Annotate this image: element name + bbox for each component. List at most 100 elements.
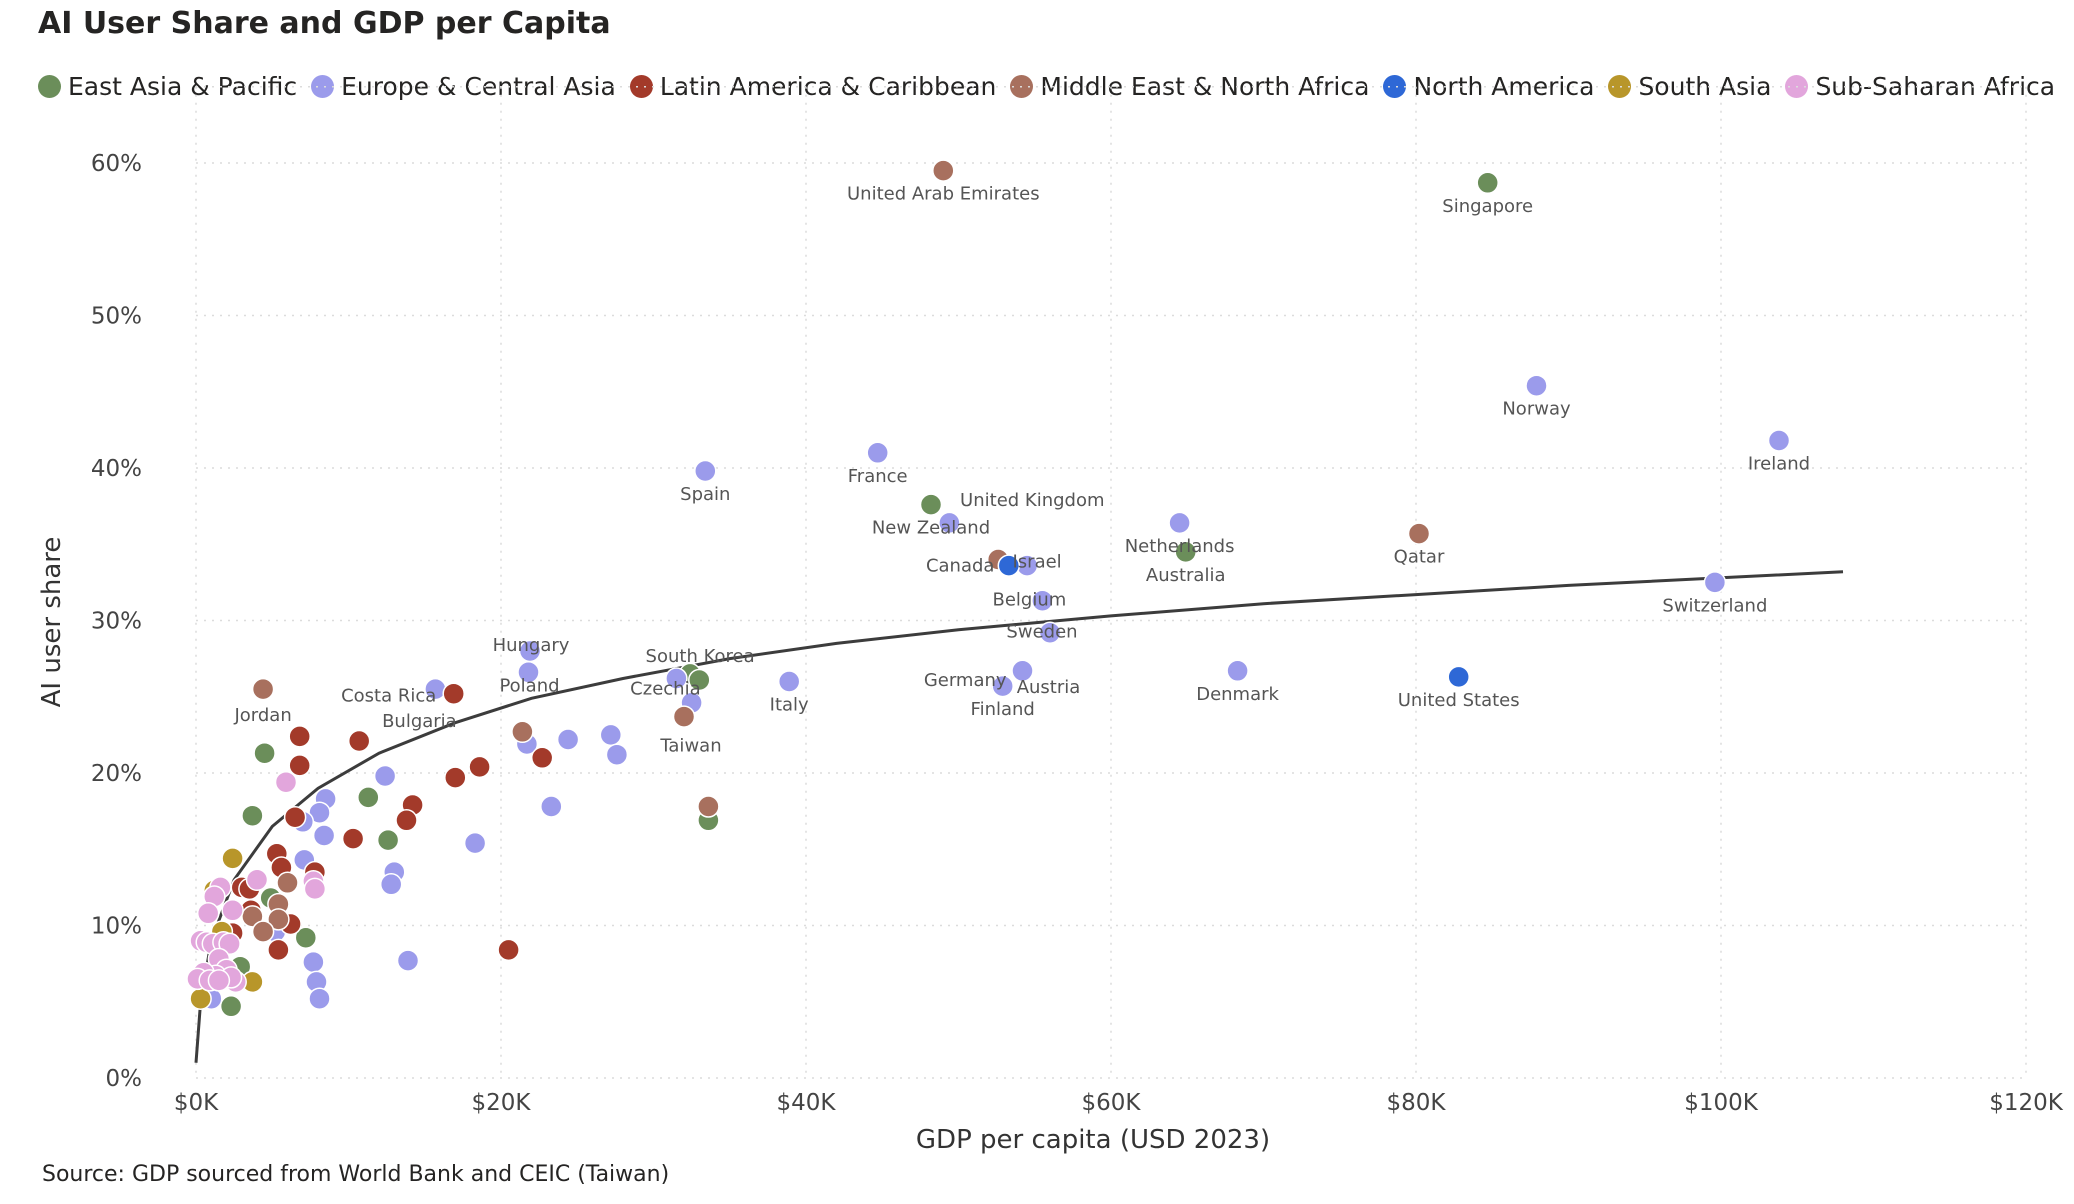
data-point[interactable] xyxy=(540,795,563,818)
point-label: Denmark xyxy=(1196,684,1279,705)
data-point[interactable] xyxy=(276,871,299,895)
data-point[interactable] xyxy=(497,938,520,962)
point-label: Netherlands xyxy=(1125,536,1235,557)
point-label: Taiwan xyxy=(659,736,721,757)
data-point[interactable] xyxy=(1767,429,1791,452)
data-point[interactable] xyxy=(253,741,276,765)
data-point[interactable] xyxy=(1525,374,1548,397)
data-point[interactable] xyxy=(219,995,243,1018)
data-point[interactable] xyxy=(347,729,371,753)
y-tick-label: 30% xyxy=(91,609,142,635)
data-point[interactable] xyxy=(442,682,465,705)
data-point[interactable] xyxy=(997,554,1021,577)
chart-title: AI User Share and GDP per Capita xyxy=(38,6,611,41)
point-label: Qatar xyxy=(1394,547,1445,568)
data-point[interactable] xyxy=(919,493,943,516)
data-point[interactable] xyxy=(1168,511,1191,535)
legend-item[interactable]: North America xyxy=(1383,72,1594,101)
data-point[interactable] xyxy=(468,755,491,779)
point-label: Belgium xyxy=(993,590,1067,611)
data-point[interactable] xyxy=(1476,171,1499,195)
data-point[interactable] xyxy=(357,786,380,809)
data-point[interactable] xyxy=(1703,571,1727,594)
data-point[interactable] xyxy=(697,795,720,818)
data-point[interactable] xyxy=(373,764,397,788)
point-label: Hungary xyxy=(493,635,570,656)
data-point[interactable] xyxy=(1038,621,1062,644)
data-point[interactable] xyxy=(294,926,318,949)
data-point[interactable] xyxy=(251,677,275,701)
data-point[interactable] xyxy=(395,809,418,832)
data-point[interactable] xyxy=(605,743,629,766)
data-point[interactable] xyxy=(938,511,961,535)
data-point[interactable] xyxy=(694,459,717,483)
point-label: Austria xyxy=(1017,677,1081,698)
y-tick-label: 50% xyxy=(91,304,142,330)
legend-marker xyxy=(1383,75,1407,98)
data-point[interactable] xyxy=(241,804,264,827)
data-point[interactable] xyxy=(303,877,327,901)
legend-item[interactable]: Sub-Saharan Africa xyxy=(1785,72,2055,101)
point-label: Jordan xyxy=(233,705,291,726)
legend-item[interactable]: East Asia & Pacific xyxy=(38,72,297,101)
data-point[interactable] xyxy=(379,873,403,896)
data-point[interactable] xyxy=(288,754,311,777)
data-point[interactable] xyxy=(341,827,365,850)
point-label: Italy xyxy=(770,695,809,716)
data-point[interactable] xyxy=(777,670,801,693)
data-point[interactable] xyxy=(283,805,307,829)
data-point[interactable] xyxy=(1447,665,1470,689)
data-point[interactable] xyxy=(267,938,290,962)
data-point[interactable] xyxy=(1031,589,1054,612)
data-point[interactable] xyxy=(245,868,269,892)
point-label: Switzerland xyxy=(1662,595,1767,616)
point-label: South Korea xyxy=(646,646,755,667)
data-point[interactable] xyxy=(672,705,696,728)
data-point[interactable] xyxy=(251,920,275,943)
data-point[interactable] xyxy=(530,746,554,770)
data-point[interactable] xyxy=(1174,540,1197,564)
y-tick-label: 0% xyxy=(106,1066,143,1092)
point-label: Bulgaria xyxy=(382,711,457,732)
data-points xyxy=(186,159,1791,1018)
data-point[interactable] xyxy=(463,831,487,855)
data-point[interactable] xyxy=(444,766,467,789)
point-label: Singapore xyxy=(1442,196,1533,217)
data-point[interactable] xyxy=(308,987,331,1010)
data-point[interactable] xyxy=(1226,659,1249,683)
data-point[interactable] xyxy=(556,728,580,751)
data-point[interactable] xyxy=(221,847,244,870)
data-point[interactable] xyxy=(302,950,325,974)
data-point[interactable] xyxy=(221,899,244,922)
data-point[interactable] xyxy=(866,441,889,465)
y-axis-title: AI user share xyxy=(37,537,67,708)
data-point[interactable] xyxy=(288,725,311,748)
point-label: Poland xyxy=(499,675,559,696)
data-point[interactable] xyxy=(599,723,623,747)
data-point[interactable] xyxy=(267,908,290,931)
legend-marker xyxy=(38,75,61,98)
point-label: Germany xyxy=(924,670,1007,691)
data-point[interactable] xyxy=(396,949,420,972)
data-point[interactable] xyxy=(665,667,688,690)
x-tick-label: $120K xyxy=(1989,1090,2064,1116)
legend-item[interactable]: Europe & Central Asia xyxy=(311,72,616,101)
data-point[interactable] xyxy=(207,969,231,992)
source-note: Source: GDP sourced from World Bank and … xyxy=(42,1162,670,1187)
data-point[interactable] xyxy=(196,902,220,925)
data-point[interactable] xyxy=(376,828,400,852)
data-point[interactable] xyxy=(688,668,711,692)
data-point[interactable] xyxy=(274,770,298,794)
data-point[interactable] xyxy=(1011,659,1034,683)
point-label: Finland xyxy=(971,699,1035,720)
data-point[interactable] xyxy=(218,932,241,956)
data-point[interactable] xyxy=(932,159,955,182)
data-point[interactable] xyxy=(312,824,336,847)
data-point[interactable] xyxy=(1407,522,1431,545)
point-label: United Arab Emirates xyxy=(847,184,1040,205)
y-tick-label: 20% xyxy=(91,761,142,787)
data-point[interactable] xyxy=(517,661,540,684)
data-point[interactable] xyxy=(511,720,534,744)
point-labels: Singapore New Zealand Australia South Korea… xyxy=(233,184,1810,757)
data-point[interactable] xyxy=(991,674,1014,698)
